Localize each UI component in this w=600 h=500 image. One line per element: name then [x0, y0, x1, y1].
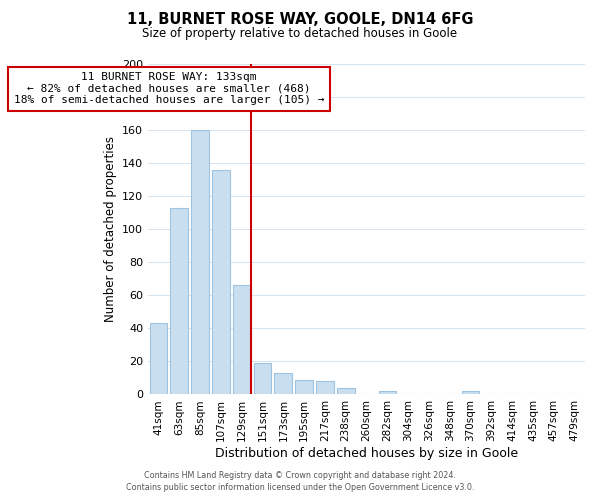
- Bar: [254, 363, 271, 394]
- Text: Size of property relative to detached houses in Goole: Size of property relative to detached ho…: [142, 28, 458, 40]
- Text: 11, BURNET ROSE WAY, GOOLE, DN14 6FG: 11, BURNET ROSE WAY, GOOLE, DN14 6FG: [127, 12, 473, 28]
- Text: Contains HM Land Registry data © Crown copyright and database right 2024.
Contai: Contains HM Land Registry data © Crown c…: [126, 471, 474, 492]
- Bar: [191, 130, 209, 394]
- Bar: [233, 286, 251, 395]
- Y-axis label: Number of detached properties: Number of detached properties: [104, 136, 116, 322]
- Text: 11 BURNET ROSE WAY: 133sqm
← 82% of detached houses are smaller (468)
18% of sem: 11 BURNET ROSE WAY: 133sqm ← 82% of deta…: [14, 72, 324, 106]
- Bar: [316, 381, 334, 394]
- Bar: [149, 324, 167, 394]
- Bar: [212, 170, 230, 394]
- X-axis label: Distribution of detached houses by size in Goole: Distribution of detached houses by size …: [215, 447, 518, 460]
- Bar: [295, 380, 313, 394]
- Bar: [274, 373, 292, 394]
- Bar: [170, 208, 188, 394]
- Bar: [462, 391, 479, 394]
- Bar: [337, 388, 355, 394]
- Bar: [379, 391, 396, 394]
